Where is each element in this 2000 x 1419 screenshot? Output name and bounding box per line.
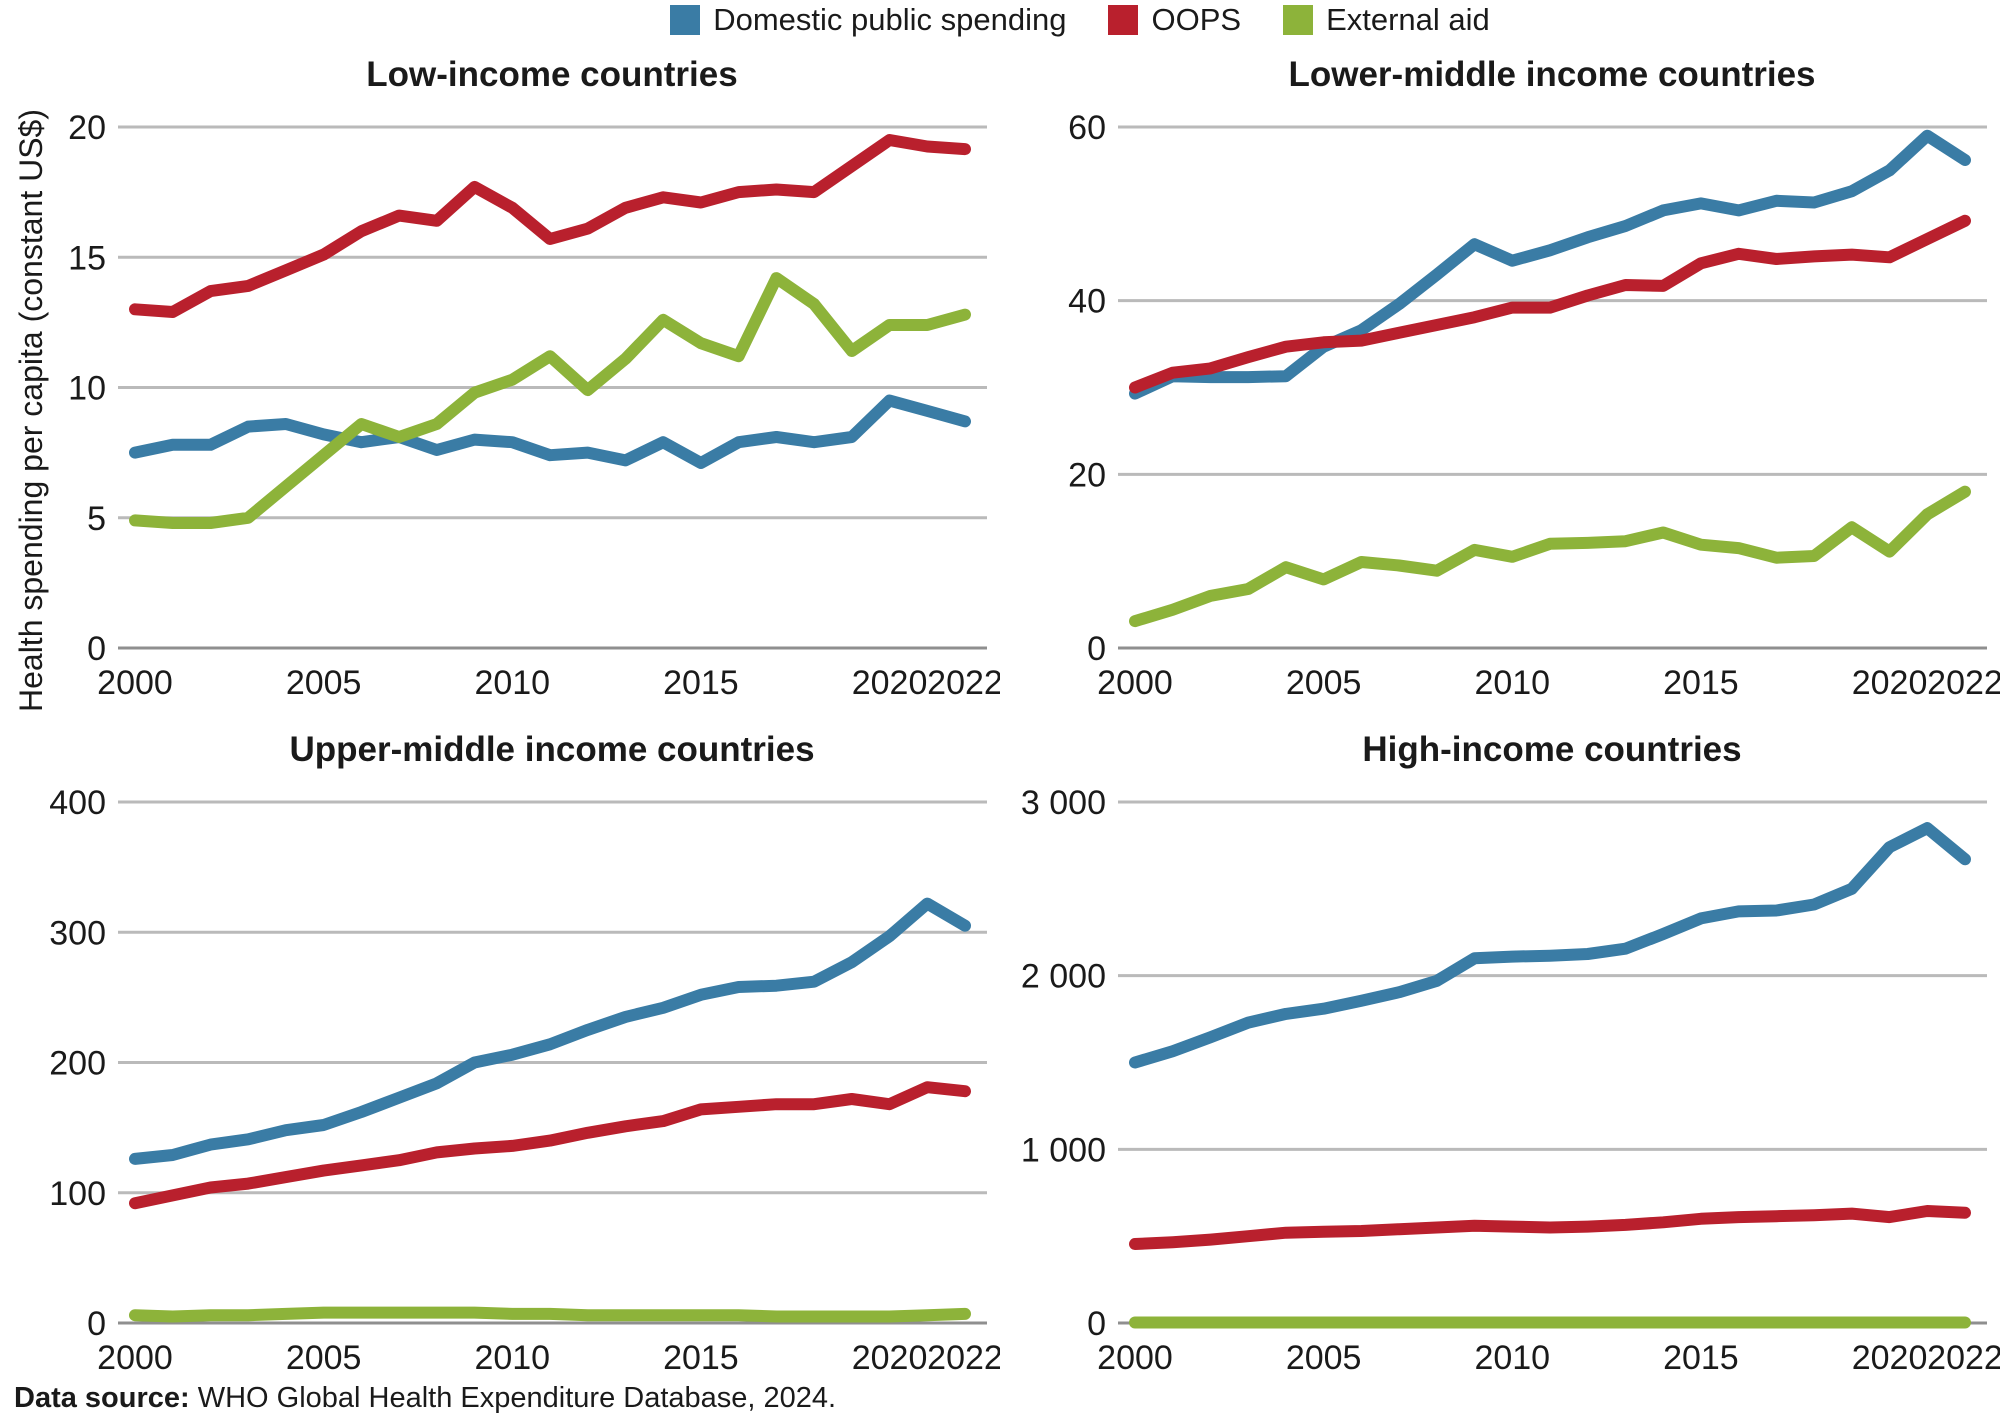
series-line-oops [129,1081,971,1210]
legend-item-label: Domestic public spending [713,2,1067,37]
x-tick-label: 2022 [1927,664,2000,702]
x-tick-label: 2022 [1927,1339,2000,1377]
chart-lower-middle-income: Lower-middle income countries 0 20 40 60 2000… [1068,55,2000,702]
series-line-oops [129,134,971,318]
y-tick-label: 200 [49,1045,106,1083]
series-line-domestic-public-spending [129,897,971,1165]
y-tick-label: 3 000 [1021,784,1106,822]
y-tick-label: 15 [68,239,106,277]
y-tick-label: 300 [49,914,106,952]
y-tick-label: 20 [68,109,106,147]
y-tick-label: 400 [49,784,106,822]
x-tick-label: 2020 [852,1339,928,1377]
chart-upper-middle-income: Upper-middle income countries 0 100 200 300 4… [49,730,1000,1377]
chart-low-income: Low-income countries 0 5 10 15 20 2000 2005 2010… [68,55,1000,702]
series-line-external-aid [129,1306,971,1323]
x-tick-label: 2000 [1097,664,1173,702]
series-line-oops [1129,214,1971,394]
x-tick-label: 2022 [927,664,1000,702]
series-line-domestic-public-spending [1129,129,1971,400]
panel-lower-middle-income: Lower-middle income countries 0 20 40 60 2000… [1000,30,2000,702]
y-tick-label: 60 [1068,109,1106,147]
panel-high-income: High-income countries 0 1 000 2 000 3 000 200… [1000,705,2000,1377]
x-tick-label: 2010 [474,1339,550,1377]
x-tick-label: 2010 [474,664,550,702]
y-tick-label: 20 [1068,456,1106,494]
x-tick-label: 2015 [1663,664,1739,702]
x-tick-label: 2020 [1852,1339,1928,1377]
legend: Domestic public spending OOPS External aid [0,4,2000,35]
y-tick-label: 0 [87,1305,106,1343]
legend-swatch-icon [1283,4,1314,35]
x-tick-label: 2005 [1286,664,1362,702]
legend-item-0: Domestic public spending [670,4,1066,35]
chart-high-income: High-income countries 0 1 000 2 000 3 000 200… [1021,730,2000,1377]
y-tick-label: 100 [49,1175,106,1213]
x-tick-label: 2000 [97,1339,173,1377]
y-tick-label: 10 [68,370,106,408]
x-tick-label: 2005 [286,1339,362,1377]
data-source-text: WHO Global Health Expenditure Database, … [189,1382,837,1414]
legend-swatch-icon [1108,4,1139,35]
series-line-domestic-public-spending [1129,822,1971,1069]
x-tick-label: 2015 [1663,1339,1739,1377]
series-line-oops [1129,1205,1971,1250]
x-tick-label: 2000 [97,664,173,702]
chart-title: Lower-middle income countries [1288,55,1815,94]
legend-swatch-icon [670,4,701,35]
y-tick-label: 5 [87,500,106,538]
data-source-label: Data source: [14,1382,190,1414]
x-tick-label: 2015 [663,1339,739,1377]
y-tick-label: 0 [1087,630,1106,668]
legend-item-label: OOPS [1151,2,1242,37]
legend-item-2: External aid [1283,4,1490,35]
chart-title: Low-income countries [366,55,737,94]
chart-title: Upper-middle income countries [289,730,814,769]
legend-item-1: OOPS [1108,4,1241,35]
y-tick-label: 1 000 [1021,1131,1106,1169]
x-tick-label: 2005 [1286,1339,1362,1377]
y-tick-label: 0 [1087,1305,1106,1343]
x-tick-label: 2010 [1474,664,1550,702]
x-tick-label: 2015 [663,664,739,702]
chart-title: High-income countries [1362,730,1741,769]
x-tick-label: 2010 [1474,1339,1550,1377]
panel-upper-middle-income: Upper-middle income countries 0 100 200 300 4… [0,705,1000,1377]
x-tick-label: 2000 [1097,1339,1173,1377]
data-source-note: Data source: WHO Global Health Expenditu… [14,1382,836,1415]
x-tick-label: 2005 [286,664,362,702]
series-line-domestic-public-spending [129,394,971,469]
series-line-external-aid [129,272,971,529]
panel-low-income: Low-income countries 0 5 10 15 20 2000 2005 2010… [0,30,1000,702]
y-tick-label: 40 [1068,283,1106,321]
series-line-external-aid [1129,485,1971,628]
legend-item-label: External aid [1326,2,1490,37]
y-tick-label: 2 000 [1021,958,1106,996]
x-tick-label: 2022 [927,1339,1000,1377]
x-tick-label: 2020 [852,664,928,702]
x-tick-label: 2020 [1852,664,1928,702]
y-tick-label: 0 [87,630,106,668]
